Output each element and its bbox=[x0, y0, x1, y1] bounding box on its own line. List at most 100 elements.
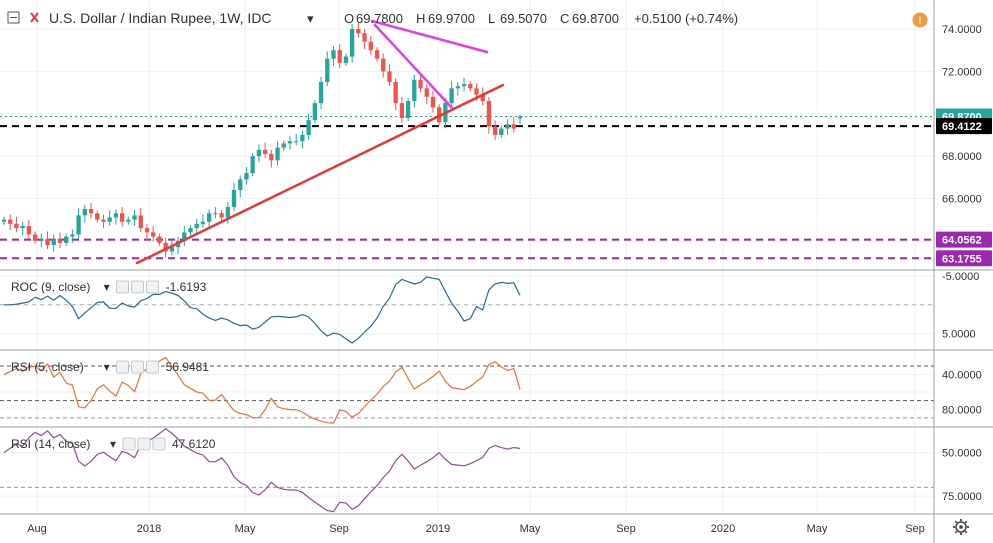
candle-body bbox=[474, 88, 479, 95]
time-tick-label: May bbox=[807, 523, 828, 535]
candle-body bbox=[418, 79, 423, 89]
indicator-label[interactable]: RSI (14, close) bbox=[11, 437, 90, 451]
ohlc-values: O 69.7800 H 69.9700 L 69.5070 C 69.8700 +0.5100 … bbox=[344, 11, 738, 26]
chevron-down-icon[interactable]: ▾ bbox=[110, 437, 116, 451]
change-value: +0.5100 (+0.74%) bbox=[634, 11, 738, 26]
close-icon[interactable] bbox=[146, 360, 160, 374]
candle-body bbox=[207, 213, 212, 222]
chevron-down-icon[interactable]: ▾ bbox=[104, 360, 110, 374]
candle-body bbox=[449, 88, 454, 104]
candle-body bbox=[492, 126, 498, 135]
candle-body bbox=[194, 223, 199, 229]
price-tick-label: 72.0000 bbox=[942, 66, 982, 78]
ohlc-value: 69.7800 bbox=[356, 11, 403, 26]
trendline[interactable] bbox=[370, 19, 489, 54]
ohlc-value: 69.8700 bbox=[572, 11, 619, 26]
price-tick-label: 66.0000 bbox=[942, 193, 982, 205]
candle-body bbox=[368, 41, 373, 51]
candle-body bbox=[64, 236, 69, 243]
eye-icon[interactable] bbox=[116, 360, 129, 374]
candle-body bbox=[517, 116, 523, 119]
indicator-value: 47.6120 bbox=[172, 437, 216, 451]
alert-icon[interactable] bbox=[912, 12, 928, 28]
settings-icon[interactable] bbox=[137, 437, 151, 451]
indicator-legends: ROC (9, close) ▾ -1.6193 RSI (5, close) ▾ 56.… bbox=[11, 280, 216, 451]
trendline[interactable] bbox=[373, 23, 454, 110]
svg-text:!: ! bbox=[918, 15, 922, 27]
candle-body bbox=[119, 213, 125, 222]
ohlc-key: O bbox=[344, 11, 354, 26]
settings-gear-icon[interactable] bbox=[953, 519, 969, 535]
candle-body bbox=[20, 225, 25, 229]
candle-body bbox=[32, 234, 38, 241]
candle-body bbox=[8, 219, 13, 224]
eye-icon[interactable] bbox=[116, 280, 129, 294]
eye-icon[interactable] bbox=[122, 437, 136, 451]
price-tick-label: 68.0000 bbox=[942, 151, 982, 163]
candle-body bbox=[287, 141, 293, 144]
indicator-tick-label: 50.0000 bbox=[942, 448, 982, 460]
settings-icon[interactable] bbox=[131, 360, 145, 374]
candle-body bbox=[468, 84, 473, 89]
price-tag bbox=[936, 231, 992, 248]
candle-body bbox=[138, 215, 143, 229]
candle-body bbox=[57, 238, 63, 243]
time-tick-label: 2018 bbox=[137, 523, 161, 535]
candle-body bbox=[51, 238, 56, 246]
candle-body bbox=[88, 209, 94, 214]
candle-body bbox=[318, 81, 324, 104]
candle-body bbox=[45, 238, 50, 246]
time-tick-label: May bbox=[520, 523, 541, 535]
candle-body bbox=[399, 103, 405, 118]
price-tick-label: 74.0000 bbox=[942, 24, 982, 36]
indicator-tick-label: 75.0000 bbox=[942, 491, 982, 503]
indicator-label[interactable]: ROC (9, close) bbox=[11, 280, 90, 294]
ohlc-value: 69.5070 bbox=[500, 11, 547, 26]
candle-body bbox=[381, 58, 386, 72]
price-tag bbox=[936, 250, 992, 267]
indicator-tick-label: -5.0000 bbox=[942, 271, 979, 283]
close-icon[interactable] bbox=[146, 280, 160, 294]
ohlc-key: H bbox=[416, 11, 425, 26]
time-tick-label: Sep bbox=[616, 523, 636, 535]
time-tick-label: 2020 bbox=[711, 523, 735, 535]
candle-body bbox=[343, 56, 349, 63]
time-axis[interactable]: Aug 2018 May Sep 2019 May Sep 2020 May Sep bbox=[27, 523, 925, 535]
symbol-title[interactable]: U.S. Dollar / Indian Rupee, 1W, IDC bbox=[49, 10, 272, 26]
candle-body bbox=[505, 124, 510, 129]
collapse-icon[interactable] bbox=[7, 11, 20, 24]
time-tick-label: Sep bbox=[905, 523, 925, 535]
price-tag-label: 64.0562 bbox=[942, 235, 982, 247]
candle-body bbox=[337, 50, 342, 63]
candle-body bbox=[26, 225, 32, 235]
candle-body bbox=[213, 213, 218, 215]
rsi5-line bbox=[3, 356, 521, 424]
candle-body bbox=[1, 219, 7, 222]
candle-body bbox=[113, 213, 119, 218]
candle-body bbox=[455, 86, 460, 89]
time-tick-label: Aug bbox=[27, 523, 47, 535]
price-tag-label: 63.1755 bbox=[942, 253, 982, 265]
chevron-down-icon[interactable]: ▾ bbox=[104, 280, 110, 294]
candle-body bbox=[331, 50, 336, 59]
close-icon[interactable] bbox=[152, 437, 166, 451]
candle-body bbox=[169, 247, 175, 252]
candle-body bbox=[188, 228, 193, 233]
indicator-value: -1.6193 bbox=[166, 280, 207, 294]
trendline[interactable] bbox=[135, 83, 505, 265]
trendlines[interactable] bbox=[135, 19, 505, 265]
candle-body bbox=[362, 33, 367, 42]
price-tag-label: 69.4122 bbox=[942, 121, 982, 133]
indicator-lines bbox=[3, 276, 521, 513]
candle-body bbox=[126, 219, 131, 222]
horizontal-levels bbox=[0, 115, 934, 260]
settings-icon[interactable] bbox=[131, 280, 145, 294]
candle-body bbox=[256, 149, 262, 157]
candle-body bbox=[393, 81, 398, 104]
chevron-down-icon[interactable]: ▾ bbox=[307, 11, 314, 26]
candle-body bbox=[225, 206, 230, 218]
indicator-label[interactable]: RSI (5, close) bbox=[11, 360, 84, 374]
price-axis[interactable]: 74.000072.000068.000066.000069.870069.41… bbox=[936, 24, 992, 503]
rsi14-line bbox=[3, 428, 521, 513]
